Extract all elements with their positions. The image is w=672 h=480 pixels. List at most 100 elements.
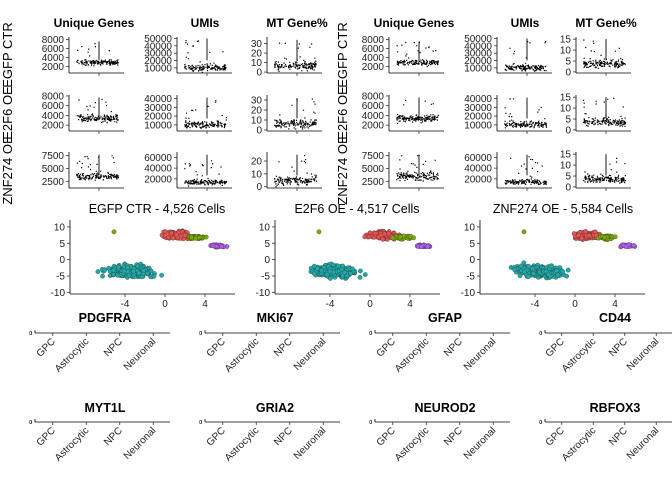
umap-point — [357, 275, 363, 280]
umap-point — [554, 268, 560, 274]
y-tick-label: -5 — [466, 272, 475, 283]
y-tick-label: 10 — [54, 222, 66, 233]
umap-point — [321, 264, 327, 270]
umap-point — [525, 274, 531, 280]
y-tick-label: 50000 — [464, 34, 492, 45]
y-tick-label: -5 — [261, 272, 270, 283]
umap-cluster-3 — [618, 242, 638, 250]
y-tick-label: 0 — [199, 420, 202, 426]
y-tick-label: 2500 — [362, 177, 385, 188]
qc-jitter-points — [274, 42, 317, 72]
umap-point — [358, 268, 363, 274]
x-tick-label: -4 — [326, 299, 335, 310]
y-tick-label: 0 — [199, 420, 202, 426]
umap-point — [316, 229, 322, 235]
qc-jitter-points — [396, 99, 439, 124]
qc-column-title: MT Gene% — [266, 16, 328, 30]
y-tick-label: 0 — [539, 420, 542, 426]
y-tick-label: 8000 — [42, 35, 65, 46]
umap-point — [169, 230, 174, 236]
y-tick-label: 40000 — [464, 94, 492, 105]
umap-point — [170, 235, 176, 241]
y-tick-label: 0 — [369, 331, 372, 337]
category-label: NPC — [272, 425, 295, 448]
umap-point — [328, 276, 333, 281]
category-label: Astrocytic — [393, 336, 431, 374]
category-label: GPC — [375, 336, 398, 359]
y-tick-label: 20000 — [144, 56, 172, 67]
y-tick-label: 2500 — [42, 177, 65, 188]
y-tick-label: 10 — [251, 58, 263, 69]
umap-point — [151, 273, 157, 279]
qc-jitter-points — [76, 98, 119, 124]
y-tick-label: 0 — [539, 331, 542, 337]
umap-point — [203, 234, 209, 240]
umap-cluster-0 — [508, 260, 571, 281]
y-tick-label: 30 — [251, 96, 263, 107]
umap-point — [397, 234, 403, 240]
umap-point — [576, 232, 581, 238]
y-tick-label: 20 — [251, 49, 263, 60]
umap-point — [159, 272, 164, 278]
category-label: Neuronal — [462, 336, 498, 372]
umap-point — [564, 273, 570, 279]
category-label: Neuronal — [292, 425, 328, 461]
umap-panel: E2F6 OE - 4,517 Cells -10 -5 0 5 10 -4 0 4 — [256, 202, 440, 310]
gene-title: NEUROD2 — [414, 401, 475, 415]
umap-point — [162, 229, 168, 234]
y-tick-label: 40000 — [464, 41, 492, 52]
y-tick-label: 0 — [565, 182, 571, 193]
qc-row-label: E2F6 OE — [335, 86, 350, 140]
qc-column-title: Unique Genes — [374, 16, 455, 30]
y-tick-label: 0 — [565, 125, 571, 136]
qc-panel: 2500 5000 7500 — [42, 151, 124, 191]
y-tick-label: 0 — [469, 255, 475, 266]
x-tick-label: 0 — [162, 299, 168, 310]
y-tick-label: 20 — [251, 157, 263, 168]
y-tick-label: 5 — [469, 239, 475, 250]
category-label: Neuronal — [122, 336, 158, 372]
umap-point — [521, 260, 527, 266]
y-tick-label: 4000 — [42, 53, 65, 64]
y-tick-label: 6000 — [362, 44, 385, 55]
umap-point — [135, 263, 141, 269]
y-tick-label: 0 — [29, 420, 32, 426]
y-tick-label: 15 — [560, 150, 572, 161]
y-tick-label: 40000 — [144, 41, 172, 52]
y-tick-label: 0 — [199, 420, 202, 426]
y-tick-label: 4000 — [42, 111, 65, 122]
umap-point — [324, 272, 330, 278]
category-label: GPC — [35, 425, 58, 448]
umap-cluster-2 — [390, 233, 416, 242]
umap-point — [106, 265, 111, 271]
y-tick-label: 15 — [560, 35, 572, 46]
umap-point — [344, 273, 350, 279]
umap-point — [131, 268, 136, 274]
umap-point — [586, 233, 592, 239]
y-tick-label: 10000 — [464, 120, 492, 131]
y-tick-label: 40000 — [464, 164, 492, 175]
y-tick-label: 60000 — [464, 153, 492, 164]
y-tick-label: 0 — [369, 331, 372, 337]
qc-jitter-points — [583, 157, 627, 184]
umap-point — [111, 267, 117, 273]
category-label: Astrocytic — [560, 336, 598, 374]
y-tick-label: 5 — [565, 172, 571, 183]
y-tick-label: 10 — [560, 46, 572, 57]
y-tick-label: -10 — [256, 288, 271, 299]
umap-point — [583, 229, 589, 234]
